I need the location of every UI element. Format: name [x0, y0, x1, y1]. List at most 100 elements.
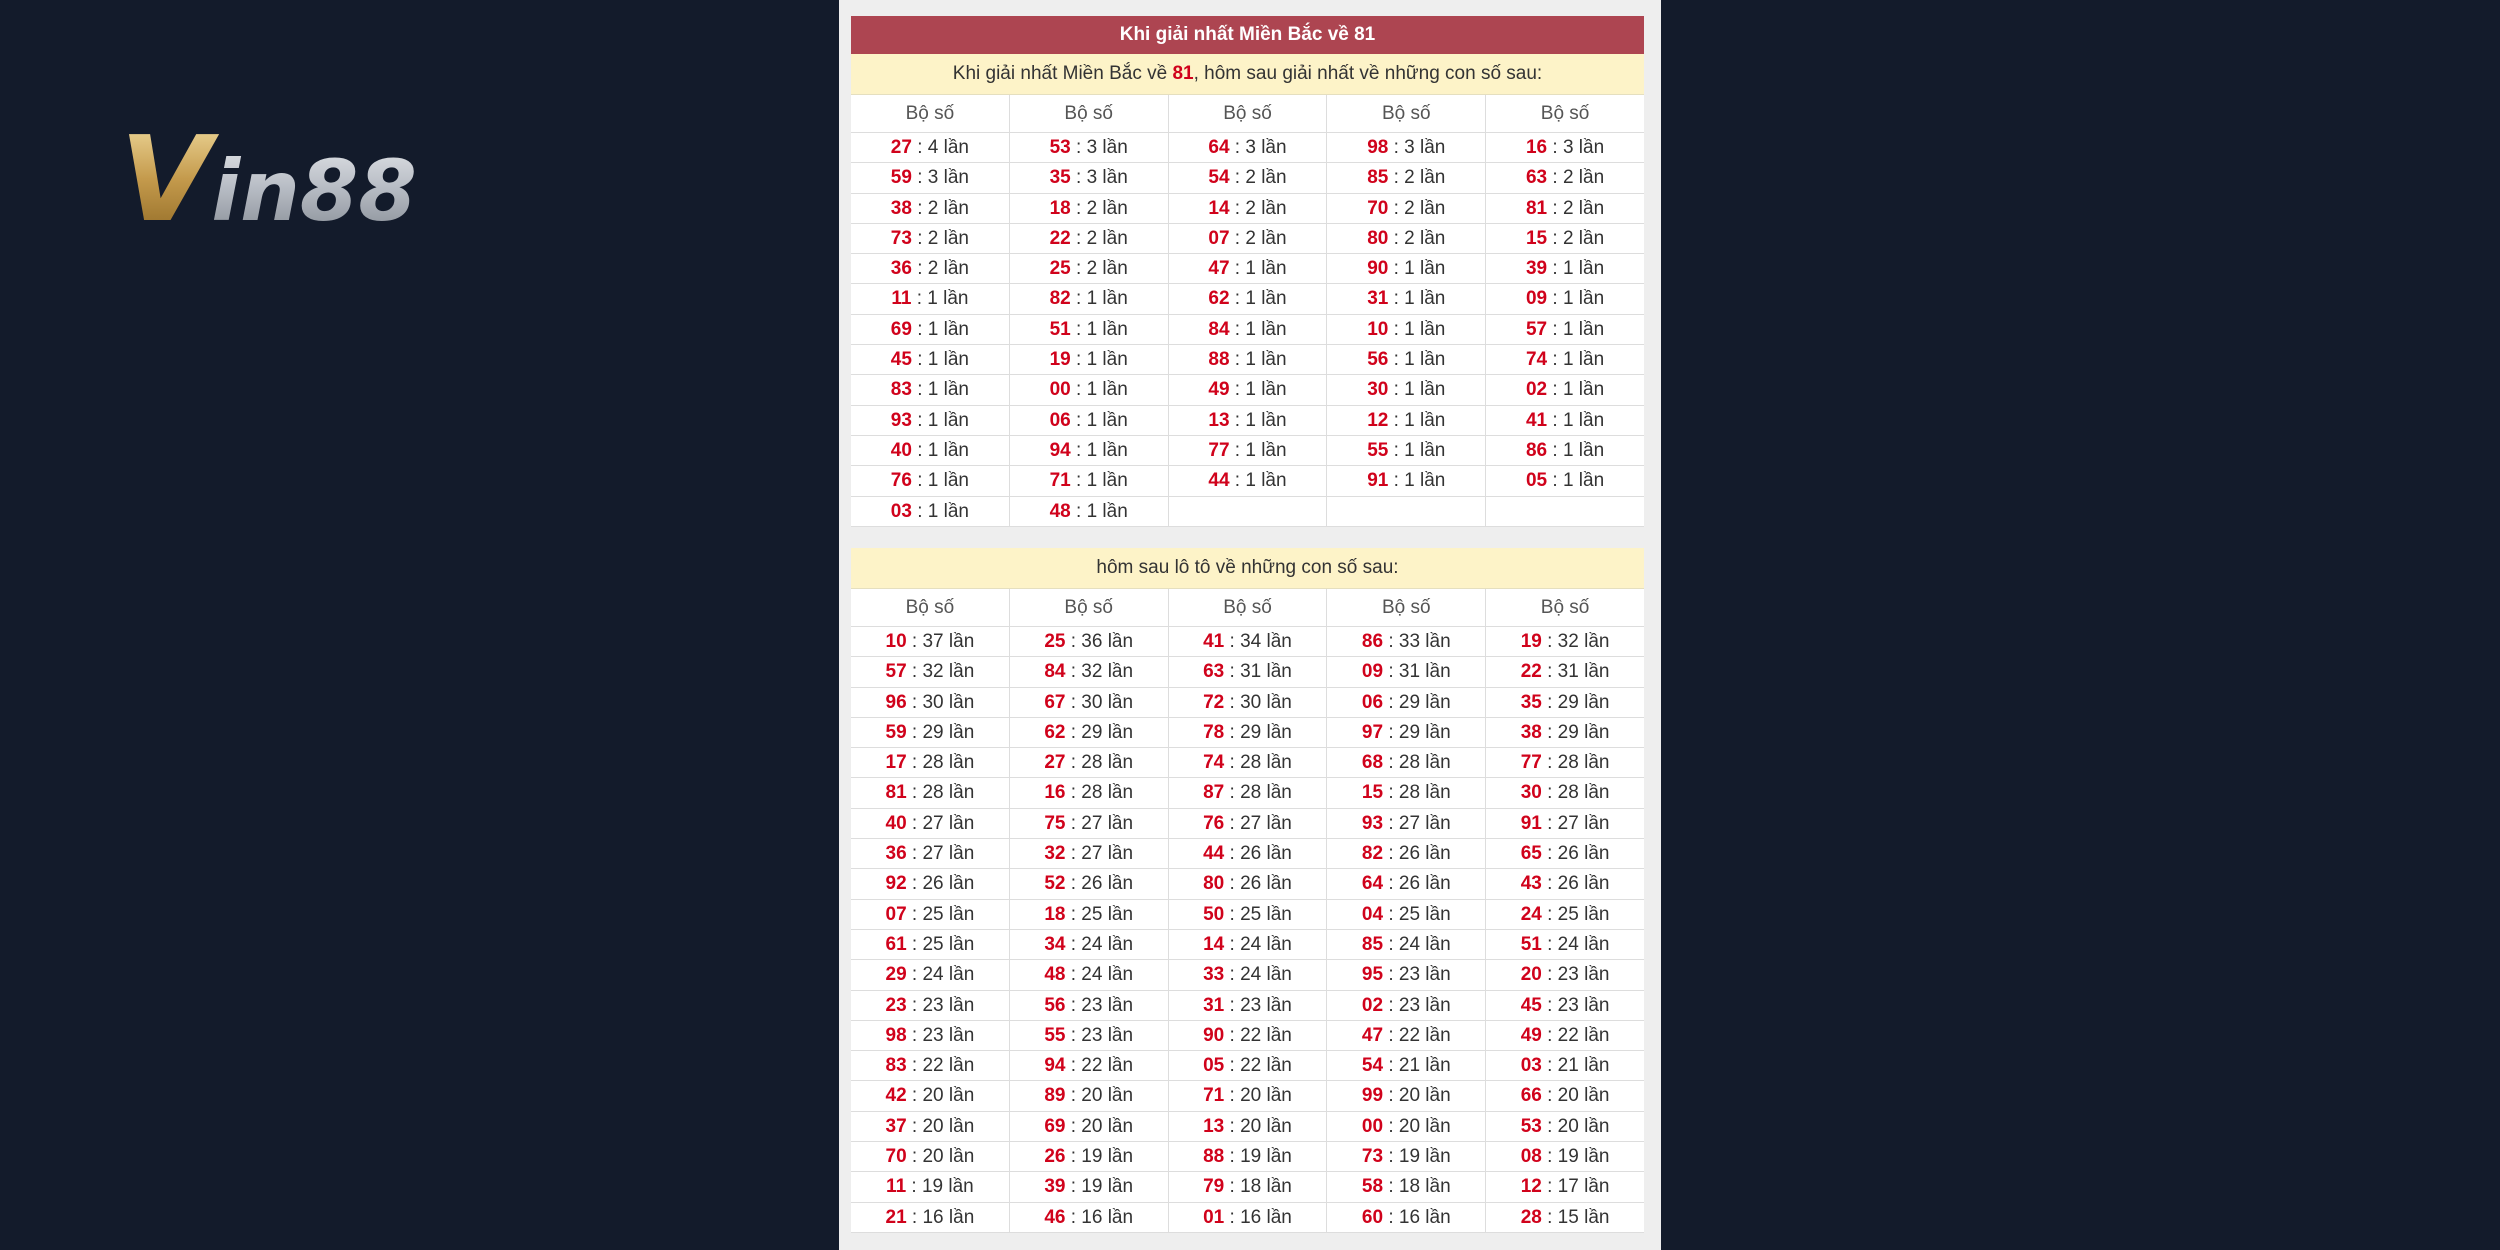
number: 88: [1203, 1146, 1225, 1168]
count: : 16 lần: [1383, 1206, 1451, 1228]
table-cell: 36 : 2 lần: [851, 254, 1010, 285]
number: 78: [1203, 721, 1225, 743]
count: : 30 lần: [906, 691, 975, 713]
table-cell: 73 : 19 lần: [1327, 1142, 1487, 1173]
count: : 37 lần: [906, 631, 975, 652]
number: 29: [885, 964, 907, 986]
number: 27: [1044, 752, 1066, 774]
number: 00: [1049, 379, 1071, 401]
table-cell: 64 : 26 lần: [1327, 869, 1487, 900]
table-row: 45 : 1 lần 19 : 1 lần 88 : 1 lần 56 : 1 lần…: [851, 345, 1644, 376]
logo-rest: in88: [211, 142, 417, 240]
table-cell: 38 : 2 lần: [851, 193, 1010, 224]
table-cell: 74 : 28 lần: [1168, 748, 1328, 779]
count: : 20 lần: [1383, 1085, 1451, 1107]
count: : 31 lần: [1224, 661, 1292, 683]
table-cell: 76 : 1 lần: [851, 466, 1010, 497]
count: : 26 lần: [1541, 873, 1610, 895]
count: : 1 lần: [1547, 258, 1605, 280]
table-cell: 18 : 2 lần: [1009, 193, 1169, 224]
table-row: 59 : 3 lần 35 : 3 lần 54 : 2 lần 85 : 2 lần…: [851, 163, 1644, 194]
number: 74: [1525, 349, 1548, 371]
count: : 1 lần: [911, 409, 969, 431]
table-row: 40 : 1 lần 94 : 1 lần 77 : 1 lần 55 : 1 lần…: [851, 435, 1644, 467]
count: : 24 lần: [1224, 933, 1292, 955]
count: : 25 lần: [906, 903, 975, 925]
table-cell: 03 : 21 lần: [1486, 1051, 1644, 1082]
table-cell: 92 : 26 lần: [851, 869, 1010, 900]
table-cell: 26 : 19 lần: [1009, 1142, 1169, 1173]
number: 10: [1367, 318, 1389, 340]
table-cell: 84 : 1 lần: [1168, 314, 1328, 346]
number: 63: [1203, 661, 1225, 683]
table-cell: 28 : 15 lần: [1486, 1203, 1644, 1233]
number: 71: [1049, 470, 1071, 492]
table-cell: 40 : 1 lần: [851, 435, 1010, 467]
number: 85: [1367, 167, 1389, 189]
table-cell: 39 : 1 lần: [1486, 254, 1644, 285]
count: : 24 lần: [1224, 964, 1292, 986]
count: : 28 lần: [906, 752, 975, 774]
number: 54: [1208, 167, 1230, 189]
table-cell: 93 : 27 lần: [1327, 808, 1487, 840]
table-cell: 27 : 4 lần: [851, 133, 1010, 164]
table-cell: 32 : 27 lần: [1009, 839, 1169, 870]
count: : 20 lần: [1383, 1115, 1451, 1137]
table-cell: 69 : 1 lần: [851, 314, 1010, 346]
number: 51: [1049, 318, 1071, 340]
count: : 1 lần: [1388, 349, 1446, 371]
table-cell: 25 : 36 lần: [1009, 627, 1169, 658]
count: : 28 lần: [1065, 782, 1134, 804]
number: 03: [1520, 1055, 1542, 1077]
table-row: 76 : 1 lần 71 : 1 lần 44 : 1 lần 91 : 1 lần…: [851, 466, 1644, 497]
table-cell: 35 : 29 lần: [1486, 688, 1644, 718]
number: 61: [885, 933, 907, 955]
count: : 23 lần: [1065, 994, 1134, 1016]
number: 00: [1361, 1115, 1384, 1137]
table-cell: 90 : 22 lần: [1168, 1020, 1328, 1052]
number: 06: [1361, 691, 1384, 713]
table-row: 69 : 1 lần 51 : 1 lần 84 : 1 lần 10 : 1 lần…: [851, 314, 1644, 346]
count: : 2 lần: [1388, 197, 1446, 219]
number: 63: [1525, 167, 1548, 189]
count: : 29 lần: [1065, 721, 1134, 743]
number: 68: [1361, 752, 1384, 774]
count: : 36 lần: [1065, 631, 1134, 652]
count: : 27 lần: [1065, 843, 1134, 865]
number: 71: [1203, 1085, 1225, 1107]
number: 20: [1520, 964, 1542, 986]
table-cell: 18 : 25 lần: [1009, 899, 1169, 930]
count: : 1 lần: [1229, 470, 1287, 492]
number: 64: [1208, 137, 1230, 158]
count: : 22 lần: [1224, 1055, 1292, 1077]
count: : 23 lần: [1383, 994, 1451, 1016]
table-cell: 16 : 3 lần: [1486, 133, 1644, 164]
table-cell: 11 : 19 lần: [851, 1172, 1010, 1203]
number: 83: [890, 379, 912, 401]
table-row: 37 : 20 lần 69 : 20 lần 13 : 20 lần 00 : 20…: [851, 1111, 1644, 1143]
number: 37: [885, 1115, 907, 1137]
count: : 22 lần: [1065, 1055, 1134, 1077]
table-cell: 10 : 37 lần: [851, 627, 1010, 658]
table-cell: 03 : 1 lần: [851, 496, 1010, 527]
table-cell: 51 : 1 lần: [1009, 314, 1169, 346]
number: 70: [1367, 197, 1389, 219]
number: 48: [1044, 964, 1066, 986]
number: 43: [1520, 873, 1542, 895]
number: 23: [885, 994, 907, 1016]
count: : 25 lần: [1541, 903, 1610, 925]
number: 84: [1208, 318, 1230, 340]
count: : 2 lần: [1547, 227, 1605, 249]
table-cell: 82 : 26 lần: [1327, 839, 1487, 870]
number: 27: [890, 137, 912, 158]
table-cell: 21 : 16 lần: [851, 1202, 1010, 1233]
count: : 32 lần: [1065, 661, 1134, 683]
number: 36: [890, 258, 912, 280]
number: 64: [1361, 873, 1384, 895]
header-cell: Bộ số: [1486, 589, 1644, 627]
table-cell: 83 : 1 lần: [851, 375, 1010, 406]
table-cell: 08 : 19 lần: [1486, 1142, 1644, 1173]
count: : 1 lần: [1547, 470, 1605, 492]
count: : 1 lần: [1388, 439, 1446, 461]
table-cell: 30 : 1 lần: [1327, 375, 1487, 406]
